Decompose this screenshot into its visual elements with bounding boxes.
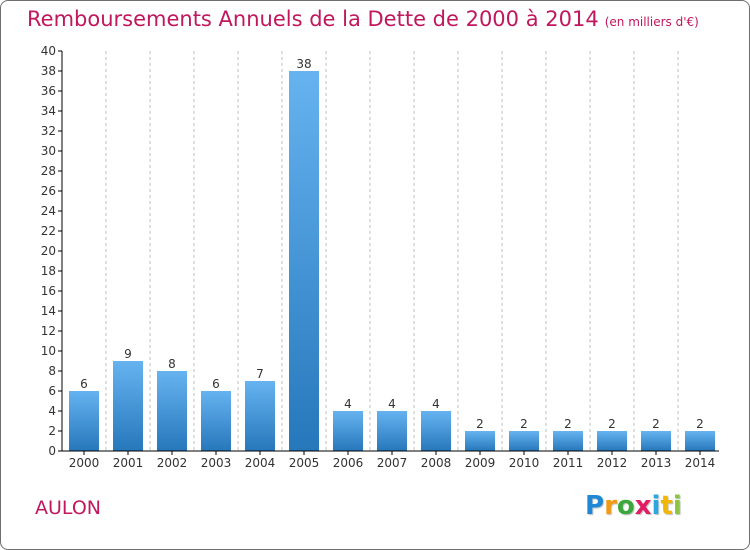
logo-letter: t <box>660 491 673 521</box>
y-tick-label: 32 <box>41 124 56 138</box>
x-tick-label: 2008 <box>421 456 452 470</box>
data-label: 2 <box>520 417 528 431</box>
bar <box>289 71 319 451</box>
data-label: 4 <box>388 397 396 411</box>
x-tick-label: 2013 <box>641 456 672 470</box>
x-tick-label: 2007 <box>377 456 408 470</box>
y-tick-label: 14 <box>41 304 56 318</box>
bar <box>69 391 99 451</box>
logo-letter: x <box>634 491 652 521</box>
data-label: 38 <box>296 57 311 71</box>
y-tick-label: 6 <box>48 384 56 398</box>
bar <box>113 361 143 451</box>
y-tick-label: 26 <box>41 184 56 198</box>
x-tick-label: 2003 <box>201 456 232 470</box>
logo-letter: r <box>604 491 617 521</box>
bar <box>641 431 671 451</box>
data-label: 2 <box>564 417 572 431</box>
x-tick-label: 2002 <box>157 456 188 470</box>
logo-letter: i <box>672 491 682 521</box>
y-tick-label: 10 <box>41 344 56 358</box>
x-tick-label: 2005 <box>289 456 320 470</box>
y-tick-label: 28 <box>41 164 56 178</box>
logo-letter: o <box>616 491 635 521</box>
x-tick-label: 2004 <box>245 456 276 470</box>
x-tick-label: 2010 <box>509 456 540 470</box>
data-label: 4 <box>344 397 352 411</box>
bar <box>333 411 363 451</box>
data-label: 8 <box>168 357 176 371</box>
data-label: 2 <box>476 417 484 431</box>
y-tick-label: 24 <box>41 204 56 218</box>
bar <box>685 431 715 451</box>
data-label: 6 <box>212 377 220 391</box>
y-tick-label: 36 <box>41 84 56 98</box>
data-label: 7 <box>256 367 264 381</box>
bars <box>69 71 715 451</box>
y-tick-label: 16 <box>41 284 56 298</box>
y-tick-label: 38 <box>41 64 56 78</box>
y-tick-label: 4 <box>48 404 56 418</box>
proxiti-logo: Proxiti <box>585 491 682 521</box>
data-label: 4 <box>432 397 440 411</box>
chart-title-unit: (en milliers d'€) <box>604 15 699 29</box>
bar <box>201 391 231 451</box>
bar <box>421 411 451 451</box>
y-tick-label: 0 <box>48 444 56 458</box>
y-tick-label: 2 <box>48 424 56 438</box>
grid <box>105 51 679 451</box>
bar <box>157 371 187 451</box>
y-tick-label: 22 <box>41 224 56 238</box>
data-label: 2 <box>696 417 704 431</box>
data-label: 9 <box>124 347 132 361</box>
bar <box>245 381 275 451</box>
y-tick-label: 8 <box>48 364 56 378</box>
bar <box>553 431 583 451</box>
bar <box>465 431 495 451</box>
logo-letter: P <box>585 491 605 521</box>
data-label: 2 <box>608 417 616 431</box>
y-tick-label: 20 <box>41 244 56 258</box>
logo-letter: i <box>651 491 661 521</box>
y-tick-label: 18 <box>41 264 56 278</box>
bar <box>597 431 627 451</box>
chart-title: Remboursements Annuels de la Dette de 20… <box>27 7 699 31</box>
x-tick-label: 2009 <box>465 456 496 470</box>
bar <box>377 411 407 451</box>
x-tick-label: 2000 <box>69 456 100 470</box>
chart-title-text: Remboursements Annuels de la Dette de 20… <box>27 7 599 31</box>
y-tick-label: 40 <box>41 44 56 58</box>
x-tick-label: 2006 <box>333 456 364 470</box>
y-tick-label: 34 <box>41 104 56 118</box>
commune-name: AULON <box>35 497 101 519</box>
bar <box>509 431 539 451</box>
data-label: 6 <box>80 377 88 391</box>
x-tick-label: 2014 <box>685 456 716 470</box>
x-tick-label: 2011 <box>553 456 584 470</box>
y-tick-label: 30 <box>41 144 56 158</box>
y-tick-label: 12 <box>41 324 56 338</box>
x-tick-label: 2012 <box>597 456 628 470</box>
axes <box>58 50 719 455</box>
data-label: 2 <box>652 417 660 431</box>
x-tick-label: 2001 <box>113 456 144 470</box>
